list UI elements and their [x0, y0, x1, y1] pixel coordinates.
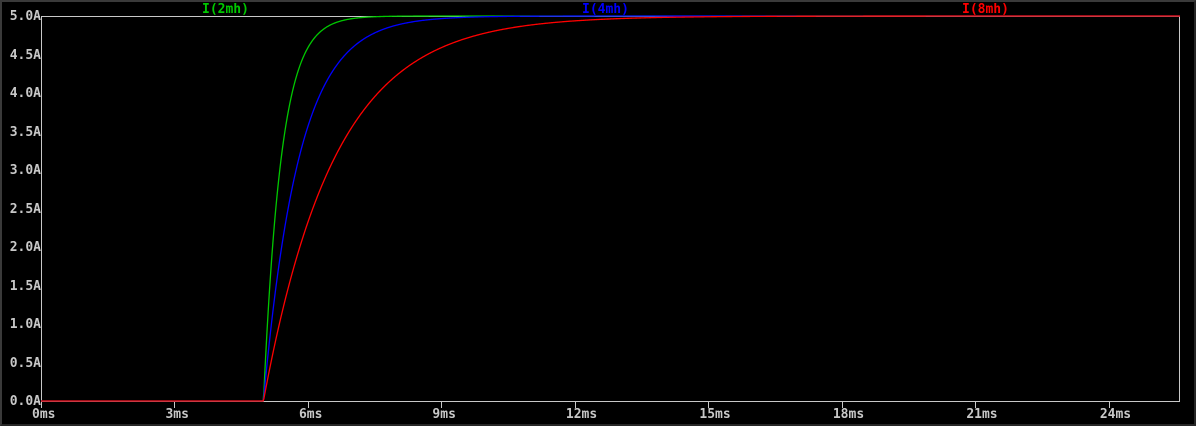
x-tick-label: 18ms — [832, 407, 865, 422]
y-tick-label: 5.0A — [9, 9, 41, 24]
y-tick-label: 1.0A — [9, 317, 41, 332]
x-tick-label: 12ms — [565, 407, 598, 422]
x-tick-label: 9ms — [432, 407, 456, 422]
x-tick-label: 0ms — [32, 407, 56, 422]
y-tick-label: 4.5A — [9, 47, 41, 63]
y-tick-label: 0.5A — [9, 355, 41, 371]
y-tick-label: 2.5A — [9, 201, 41, 217]
trace-i2mh — [41, 15, 1180, 402]
y-tick-label: 1.5A — [9, 278, 41, 294]
x-tick-label: 24ms — [1099, 407, 1132, 422]
trace-i8mh — [41, 15, 1180, 402]
legend-trace-0[interactable]: I(2mh) — [202, 2, 249, 17]
y-tick-label: 2.0A — [9, 240, 41, 255]
x-tick-label: 3ms — [165, 407, 189, 422]
x-tick-label: 6ms — [298, 407, 323, 422]
y-tick-label: 3.0A — [9, 163, 41, 178]
axis-ticks — [35, 16, 1110, 408]
legend-trace-1[interactable]: I(4mh) — [582, 2, 629, 17]
trace-i4mh — [41, 15, 1180, 402]
y-tick-label: 4.0A — [9, 86, 41, 101]
y-tick-label: 3.5A — [9, 124, 41, 140]
x-tick-label: 21ms — [966, 407, 998, 422]
legend-trace-2[interactable]: I(8mh) — [962, 2, 1009, 17]
x-tick-label: 15ms — [699, 407, 731, 422]
plot-frame — [41, 16, 1180, 402]
y-tick-label: 0.0A — [9, 394, 41, 409]
waveform-curves — [41, 15, 1180, 402]
